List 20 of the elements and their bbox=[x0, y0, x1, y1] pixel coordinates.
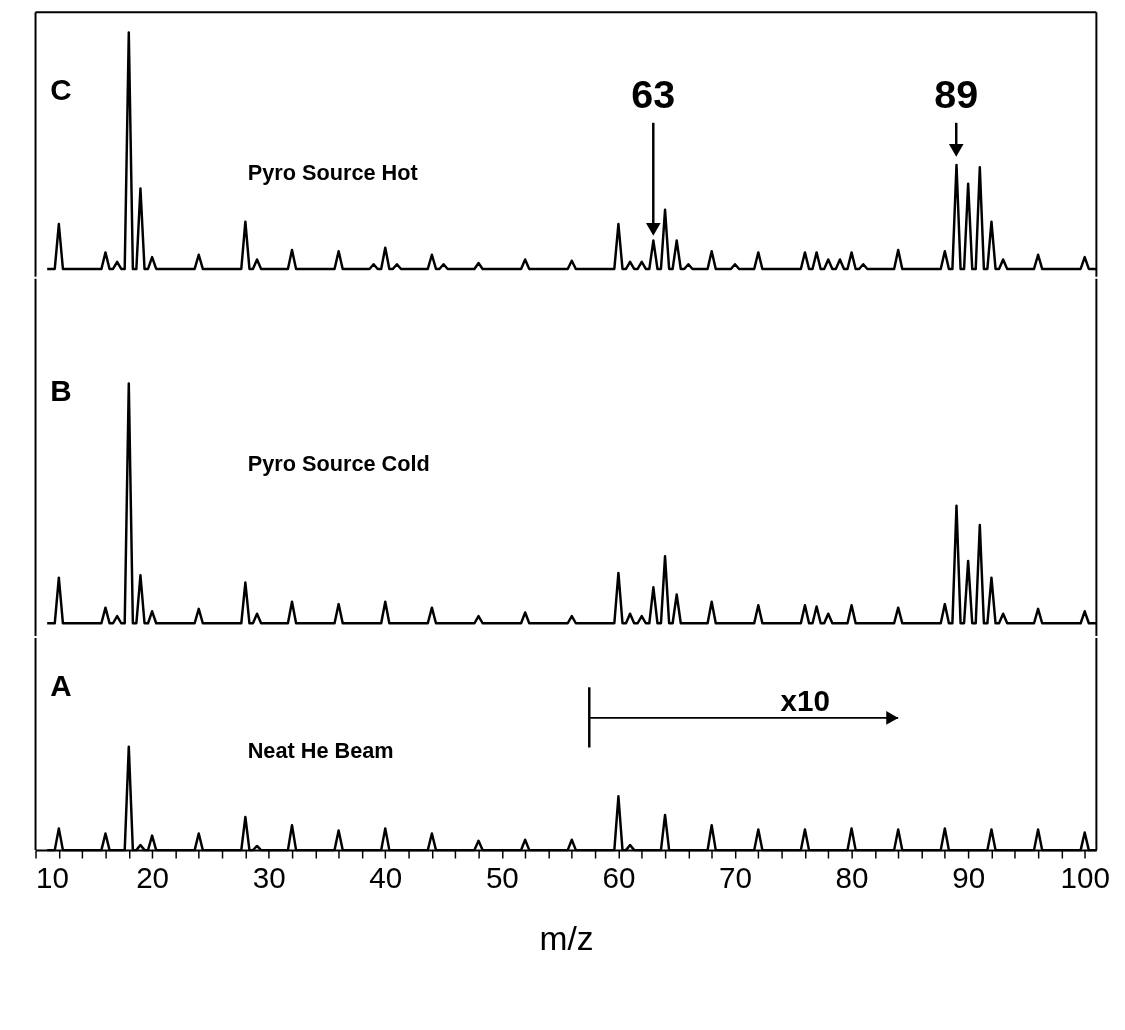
annotation: Pyro Source Hot bbox=[247, 160, 418, 186]
text: x10 bbox=[780, 683, 830, 717]
x-tick-label: 10 bbox=[36, 861, 69, 895]
x-tick-label: 50 bbox=[485, 861, 519, 895]
x-tick-label: 100 bbox=[1060, 861, 1110, 895]
annotation: 63 bbox=[631, 72, 676, 117]
x-tick-label: 80 bbox=[835, 861, 869, 895]
annotation: C bbox=[50, 73, 72, 107]
x-tick-label: 90 bbox=[952, 861, 986, 895]
x-tick-label: 40 bbox=[369, 861, 403, 895]
annotation: Neat He Beam bbox=[247, 738, 394, 764]
annotation: Pyro Source Cold bbox=[247, 451, 430, 477]
annotation: 89 bbox=[934, 72, 979, 117]
x-tick-label: 30 bbox=[252, 861, 286, 895]
x-tick-label: 70 bbox=[719, 861, 752, 895]
x-axis-title: m/z bbox=[539, 920, 594, 958]
x-tick-label: 60 bbox=[602, 861, 636, 895]
x-tick-label: 20 bbox=[136, 861, 170, 895]
text: A bbox=[50, 669, 72, 703]
annotation: B bbox=[50, 374, 72, 408]
